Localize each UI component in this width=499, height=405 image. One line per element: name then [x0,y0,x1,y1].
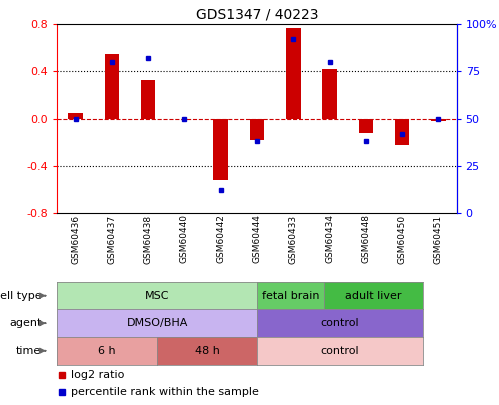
Bar [214,119,228,180]
Text: 48 h: 48 h [195,346,220,356]
Text: log2 ratio: log2 ratio [71,370,125,380]
Text: adult liver: adult liver [345,291,402,301]
Bar [250,119,264,140]
Text: DMSO/BHA: DMSO/BHA [127,318,188,328]
Title: GDS1347 / 40223: GDS1347 / 40223 [196,8,318,22]
Text: agent: agent [9,318,41,328]
Text: 6 h: 6 h [98,346,116,356]
Text: MSC: MSC [145,291,170,301]
Bar [322,69,337,119]
Text: fetal brain: fetal brain [261,291,319,301]
Bar [286,28,300,119]
Text: control: control [321,318,359,328]
Bar [105,54,119,119]
Text: time: time [16,346,41,356]
Bar [68,113,83,119]
Bar [141,80,155,119]
Text: percentile rank within the sample: percentile rank within the sample [71,387,259,397]
Bar [431,119,446,121]
Text: control: control [321,346,359,356]
Bar [395,119,409,145]
Bar [359,119,373,133]
Text: cell type: cell type [0,291,41,301]
